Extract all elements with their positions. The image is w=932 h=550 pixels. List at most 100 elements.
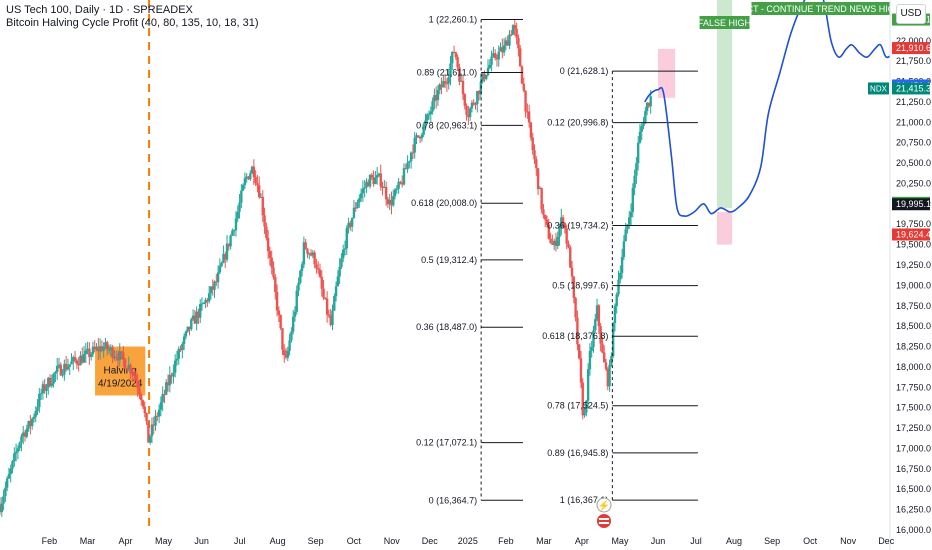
candle: [302, 242, 306, 265]
candle: [556, 237, 559, 247]
candle: [477, 91, 481, 94]
candle: [395, 188, 399, 190]
candle: [238, 202, 241, 212]
candle: [122, 352, 125, 360]
candle: [138, 388, 141, 395]
currency-button[interactable]: USD: [896, 4, 926, 24]
candle: [45, 387, 48, 391]
candle: [545, 219, 549, 225]
candle: [286, 350, 290, 358]
candle: [281, 328, 284, 350]
candle: [577, 344, 581, 359]
candle: [175, 358, 179, 361]
candle: [415, 135, 418, 138]
candle: [603, 352, 606, 363]
candle: [597, 305, 601, 327]
price-tick-label: 18,750.0: [896, 301, 931, 311]
indicator-label[interactable]: Bitcoin Halving Cycle Profit (40, 80, 13…: [6, 17, 259, 29]
candle: [535, 159, 538, 169]
price-axis[interactable]: 16,000.0 16,250.0 16,500.0 16,750.0 17,000.0…: [868, 0, 932, 550]
candle: [86, 348, 89, 351]
candle: [308, 253, 311, 255]
fib-right-level-label: 0.78 (17,524.5): [547, 401, 608, 411]
projection-line: [644, 0, 903, 217]
candle: [97, 346, 100, 352]
candle: [88, 348, 91, 357]
time-tick-label: Oct: [803, 536, 818, 546]
candle: [472, 102, 475, 105]
candle: [356, 202, 359, 209]
candle: [200, 303, 204, 305]
candle: [132, 373, 136, 375]
candle: [116, 357, 120, 361]
candle: [586, 369, 590, 401]
candle: [166, 382, 170, 386]
candle: [456, 57, 459, 68]
candle: [100, 346, 104, 351]
candle: [461, 80, 465, 95]
candle: [23, 432, 27, 437]
candle: [279, 314, 282, 329]
candle: [536, 168, 540, 190]
candle: [81, 355, 84, 363]
candle: [601, 343, 604, 353]
candle: [57, 364, 61, 366]
candle: [331, 310, 334, 325]
candle: [426, 114, 429, 121]
candle: [283, 349, 286, 356]
candle: [397, 181, 400, 189]
candle: [9, 468, 12, 475]
candle: [5, 478, 9, 488]
candlestick-series: [0, 20, 652, 517]
candle: [193, 315, 197, 324]
price-tick-label: 19,750.0: [896, 219, 931, 229]
candle: [199, 304, 202, 318]
candle: [173, 360, 177, 373]
candle: [438, 84, 441, 91]
candle: [56, 365, 59, 372]
candle: [254, 177, 257, 184]
candle: [61, 374, 64, 376]
ndx-label: NDX: [870, 84, 888, 93]
candle: [460, 80, 463, 82]
candle: [640, 126, 643, 132]
candle: [179, 348, 182, 351]
price-label-text: 19,995.1: [896, 199, 931, 209]
candle: [342, 249, 345, 259]
candle: [241, 184, 245, 191]
candle: [522, 83, 525, 91]
candle: [392, 196, 395, 206]
candle: [515, 28, 518, 38]
candle: [520, 66, 524, 84]
candle: [172, 372, 175, 377]
price-tick-label: 20,500.0: [896, 158, 931, 168]
halving-date-label: 4/19/2024: [98, 379, 143, 390]
candle: [631, 187, 635, 213]
candle: [452, 51, 456, 53]
candle: [182, 336, 186, 344]
candle: [513, 25, 517, 29]
candle: [499, 47, 502, 52]
candle: [572, 276, 576, 298]
candle: [311, 252, 315, 256]
candle: [75, 360, 79, 364]
lightning-icon: [596, 497, 612, 513]
candle: [204, 299, 207, 303]
candle: [468, 108, 472, 118]
time-tick-label: Feb: [42, 536, 58, 546]
candle: [567, 243, 570, 248]
time-axis[interactable]: Feb Mar Apr May Jun Jul Aug Sep Oct Nov Dec 2025 Feb…: [42, 536, 895, 546]
false-high-zone: [716, 0, 733, 208]
candle: [64, 363, 68, 370]
candle: [129, 364, 132, 373]
candle: [386, 199, 390, 205]
candle: [488, 64, 492, 68]
fib-left-level-label: 0 (16,364.7): [429, 495, 478, 505]
time-tick-label: Jun: [194, 536, 209, 546]
candle: [277, 310, 281, 315]
candle: [628, 217, 631, 225]
projection-path: [644, 0, 903, 217]
candle: [216, 272, 220, 283]
candle: [256, 183, 259, 186]
